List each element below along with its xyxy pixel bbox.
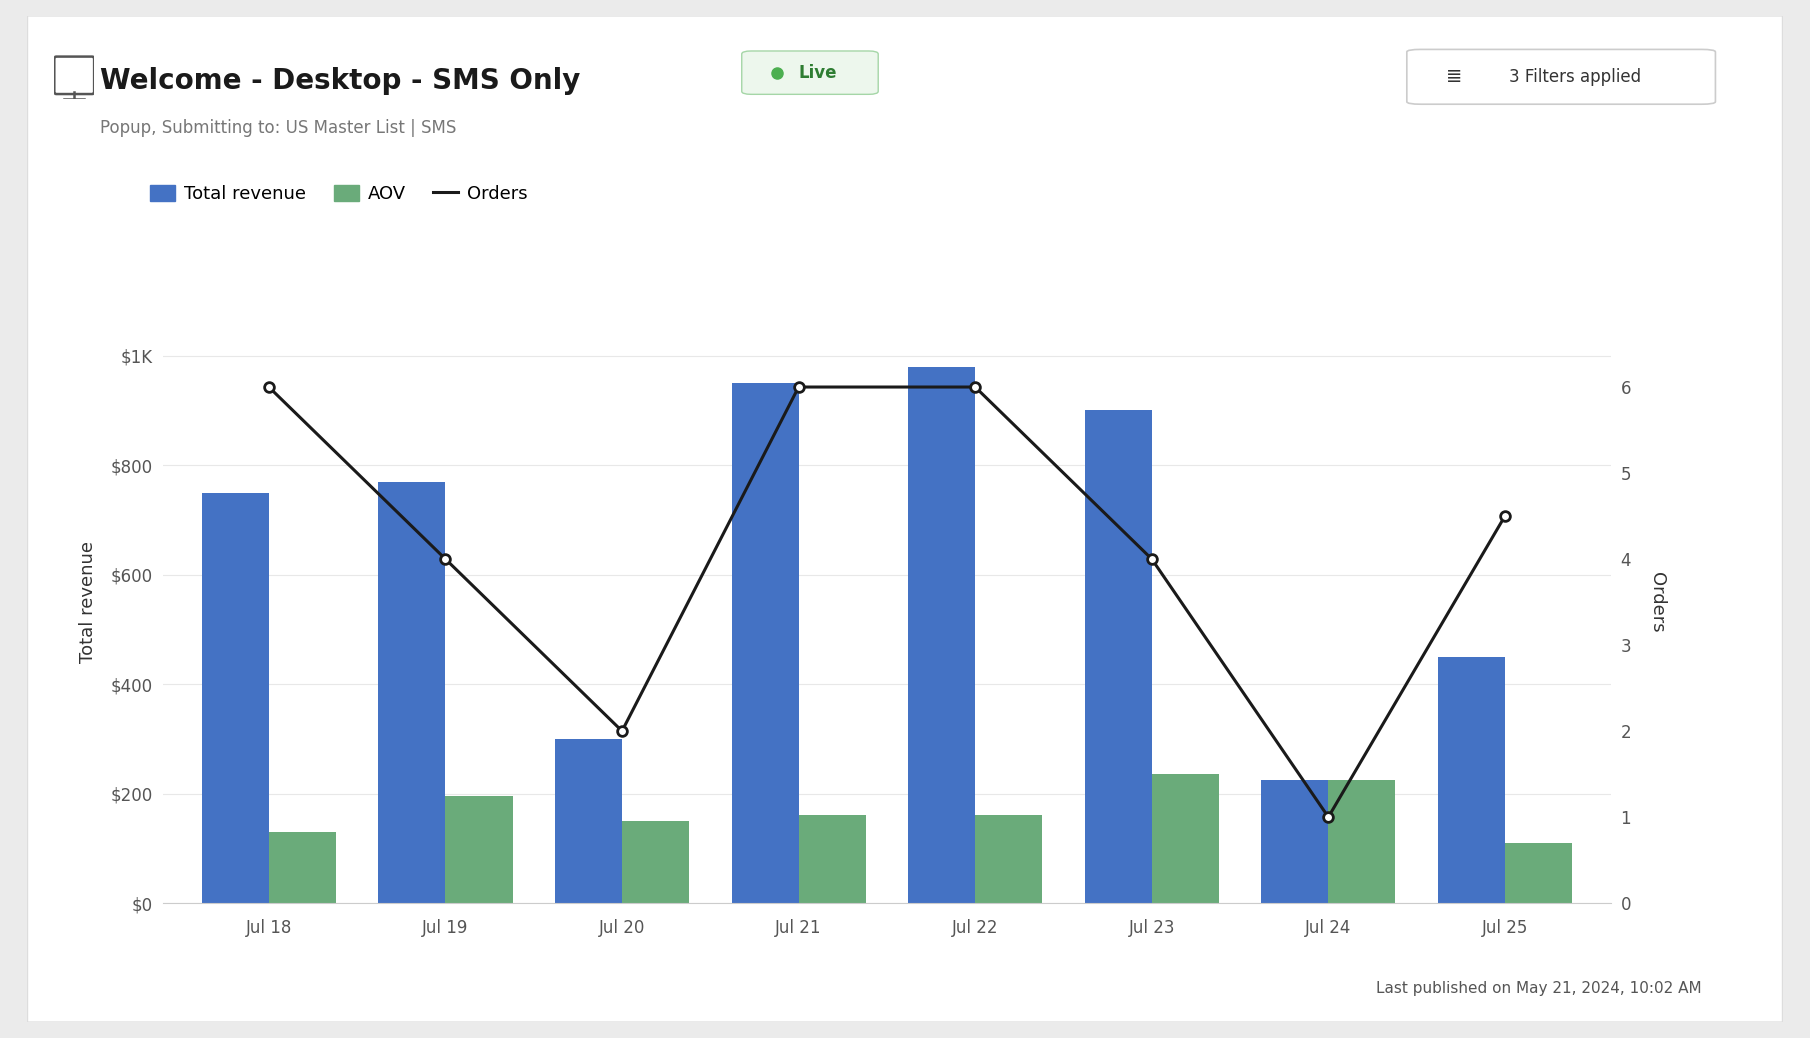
Bar	[1504, 843, 1573, 903]
Bar	[1437, 657, 1504, 903]
Bar	[270, 831, 337, 903]
Legend: Total revenue, AOV, Orders: Total revenue, AOV, Orders	[143, 177, 536, 211]
Bar	[1151, 774, 1218, 903]
Bar	[731, 383, 798, 903]
Bar	[378, 482, 445, 903]
Text: Welcome - Desktop - SMS Only: Welcome - Desktop - SMS Only	[100, 67, 579, 95]
Bar	[798, 816, 865, 903]
Bar	[623, 821, 690, 903]
Bar	[976, 816, 1043, 903]
Text: Last published on May 21, 2024, 10:02 AM: Last published on May 21, 2024, 10:02 AM	[1376, 982, 1701, 996]
Text: 3 Filters applied: 3 Filters applied	[1510, 67, 1642, 86]
FancyBboxPatch shape	[27, 16, 1783, 1022]
Text: Popup, Submitting to: US Master List | SMS: Popup, Submitting to: US Master List | S…	[100, 119, 456, 137]
Bar	[1262, 780, 1329, 903]
Bar	[201, 493, 270, 903]
Y-axis label: Total revenue: Total revenue	[80, 541, 98, 663]
Text: Live: Live	[798, 63, 836, 82]
FancyBboxPatch shape	[742, 51, 878, 94]
Y-axis label: Orders: Orders	[1647, 572, 1665, 632]
Bar	[556, 739, 623, 903]
Bar	[909, 366, 976, 903]
Bar	[1084, 410, 1151, 903]
Text: ≣: ≣	[1446, 67, 1462, 86]
Bar	[1329, 780, 1396, 903]
FancyBboxPatch shape	[1406, 50, 1716, 104]
Bar	[445, 796, 512, 903]
